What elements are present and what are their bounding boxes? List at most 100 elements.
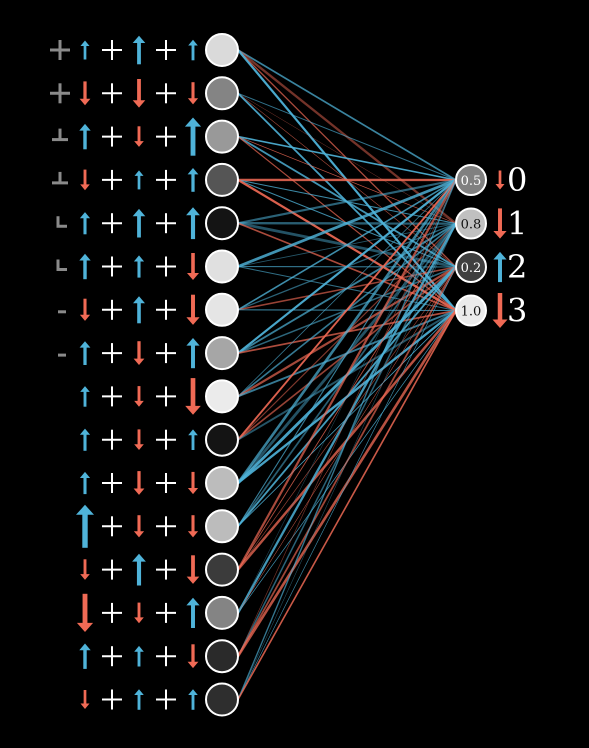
output-digit-label: 1	[507, 205, 527, 243]
plus-icon	[102, 256, 122, 277]
nudge-arrow-icon	[134, 602, 144, 624]
weight-line	[237, 178, 457, 268]
plus-icon	[102, 169, 122, 190]
hidden-row	[79, 422, 239, 457]
plus-icon	[156, 169, 176, 190]
plus-icon	[102, 689, 122, 710]
nudge-arrow-icon	[187, 82, 199, 105]
nudge-arrow-icon	[79, 253, 91, 280]
weight-line	[237, 179, 457, 571]
output-neuron	[455, 207, 487, 240]
hidden-row	[79, 639, 239, 674]
weight-line	[237, 49, 457, 181]
output-neuron-group: 0.8 1	[455, 205, 527, 243]
hidden-layer	[50, 33, 239, 717]
nudge-arrow-icon	[186, 207, 200, 240]
plus-icon	[156, 83, 176, 104]
output-activation-value: 0.8	[461, 218, 482, 233]
nudge-arrow-icon	[133, 296, 145, 324]
nudge-arrow-icon	[133, 471, 145, 495]
weight-line	[237, 179, 457, 700]
hidden-neuron	[205, 422, 239, 457]
plus-icon	[102, 299, 122, 320]
weight-line	[237, 179, 457, 311]
nudge-arrow-icon	[134, 170, 144, 190]
nudge-arrow-icon	[132, 35, 146, 65]
hidden-row	[52, 162, 239, 197]
output-neuron	[455, 251, 487, 283]
output-neuron	[455, 294, 487, 327]
plus-icon	[102, 386, 122, 407]
output-neuron	[455, 164, 487, 196]
plus-icon	[156, 386, 176, 407]
nudge-arrow-icon	[80, 169, 90, 191]
hidden-neuron	[205, 206, 239, 241]
output-digit-label: 2	[507, 248, 527, 286]
weight-line	[237, 179, 457, 397]
hidden-neuron	[205, 379, 239, 414]
nudge-arrow-icon	[132, 208, 146, 238]
output-activation-value: 0.2	[461, 261, 482, 276]
output-nudge-arrow-icon	[493, 251, 507, 283]
plus-icon	[102, 646, 122, 667]
nudge-arrow-icon	[186, 338, 200, 369]
nudge-arrow-icon	[133, 341, 145, 365]
hidden-neuron	[205, 552, 239, 587]
output-activation-value: 0.5	[461, 174, 482, 189]
weight-line	[237, 222, 457, 614]
plus-icon	[102, 83, 122, 104]
corner-icon	[56, 216, 67, 228]
cross-icon	[50, 40, 70, 60]
nudge-arrow-icon	[76, 593, 94, 632]
hidden-neuron	[205, 33, 239, 67]
weight-connections	[236, 49, 458, 700]
nudge-arrow-icon	[79, 212, 91, 235]
nudge-arrow-icon	[80, 690, 90, 709]
nudge-arrow-icon	[132, 79, 146, 108]
hidden-row	[56, 249, 239, 284]
hidden-neuron	[205, 162, 239, 197]
hidden-row	[80, 378, 239, 415]
hidden-neuron	[205, 466, 239, 500]
weight-line	[237, 135, 457, 181]
tee-icon	[52, 171, 68, 185]
plus-icon	[102, 602, 122, 623]
plus-icon	[156, 299, 176, 320]
nudge-arrow-icon	[134, 689, 144, 710]
nudge-arrow-icon	[187, 471, 199, 495]
nudge-arrow-icon	[133, 515, 145, 538]
nudge-arrow-icon	[134, 386, 144, 407]
weight-line	[237, 223, 457, 700]
nudge-arrow-icon	[80, 386, 90, 407]
weight-line	[237, 266, 457, 700]
output-nudge-arrow-icon	[492, 293, 508, 328]
weight-line	[237, 179, 457, 441]
plus-icon	[102, 429, 122, 450]
hidden-row	[76, 593, 239, 632]
plus-icon	[156, 602, 176, 623]
hidden-neuron	[205, 292, 239, 327]
nudge-arrow-icon	[186, 597, 200, 628]
nudge-arrow-icon	[134, 126, 144, 147]
nudge-arrow-icon	[79, 643, 91, 669]
nudge-arrow-icon	[188, 429, 198, 450]
nudge-arrow-icon	[79, 81, 91, 106]
plus-icon	[156, 689, 176, 710]
nudge-arrow-icon	[134, 429, 144, 450]
hidden-neuron	[205, 509, 239, 544]
nudge-arrow-icon	[184, 117, 202, 156]
plus-icon	[156, 343, 176, 364]
weight-line	[237, 178, 457, 225]
plus-icon	[102, 343, 122, 364]
hidden-row	[56, 206, 239, 241]
output-layer: 0.5 00.8 10.2 21.0 3	[455, 161, 527, 330]
nudge-arrow-icon	[79, 471, 91, 495]
plus-icon	[156, 429, 176, 450]
hidden-neuron	[205, 119, 239, 154]
hidden-neuron	[205, 595, 239, 630]
weight-line	[237, 179, 457, 657]
plus-icon	[102, 40, 122, 60]
hidden-row	[79, 466, 239, 500]
nudge-arrow-icon	[187, 644, 199, 669]
nudge-arrow-icon	[133, 255, 145, 278]
